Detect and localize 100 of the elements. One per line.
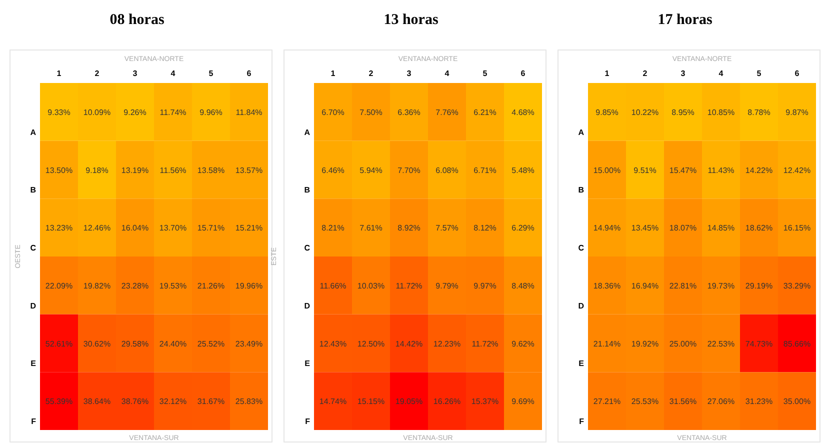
data-label: 29.58% bbox=[121, 339, 149, 348]
data-label: 85.66% bbox=[783, 339, 811, 348]
y-tick-label: D bbox=[304, 301, 310, 310]
data-label: 32.12% bbox=[159, 397, 187, 406]
data-label: 19.82% bbox=[83, 281, 111, 290]
data-label: 9.26% bbox=[124, 108, 146, 117]
y-tick-label: D bbox=[578, 301, 584, 310]
data-label: 14.94% bbox=[593, 224, 621, 233]
data-label: 8.48% bbox=[512, 281, 534, 290]
data-label: 16.04% bbox=[121, 224, 149, 233]
y-tick-label: E bbox=[30, 359, 37, 368]
data-label: 16.94% bbox=[631, 281, 659, 290]
data-label: 9.85% bbox=[596, 108, 618, 117]
x-tick-label: 1 bbox=[604, 69, 610, 78]
data-label: 27.21% bbox=[593, 397, 621, 406]
data-label: 8.21% bbox=[322, 224, 344, 233]
data-label: 6.46% bbox=[322, 166, 344, 175]
data-label: 11.72% bbox=[472, 339, 498, 348]
data-label: 15.37% bbox=[471, 397, 499, 406]
data-label: 52.61% bbox=[45, 339, 73, 348]
x-tick-label: 4 bbox=[444, 69, 450, 78]
x-tick-label: 2 bbox=[94, 69, 100, 78]
data-label: 13.58% bbox=[197, 166, 225, 175]
data-label: 55.39% bbox=[45, 397, 73, 406]
x-tick-label: 4 bbox=[718, 69, 724, 78]
data-label: 8.95% bbox=[672, 108, 694, 117]
data-label: 14.42% bbox=[395, 339, 423, 348]
data-label: 31.23% bbox=[745, 397, 773, 406]
y-tick-label: E bbox=[304, 359, 311, 368]
x-tick-label: 5 bbox=[482, 69, 488, 78]
data-label: 23.28% bbox=[121, 281, 149, 290]
data-label: 29.19% bbox=[745, 281, 773, 290]
data-label: 27.06% bbox=[707, 397, 735, 406]
data-label: 12.42% bbox=[783, 166, 811, 175]
data-label: 8.92% bbox=[398, 224, 420, 233]
y-tick-label: F bbox=[31, 417, 36, 426]
data-label: 12.50% bbox=[357, 339, 385, 348]
data-label: 13.50% bbox=[45, 166, 73, 175]
x-tick-label: 4 bbox=[170, 69, 176, 78]
data-label: 74.73% bbox=[745, 339, 773, 348]
y-tick-label: A bbox=[578, 128, 584, 137]
y-tick-label: C bbox=[30, 244, 36, 252]
x-tick-label: 6 bbox=[520, 69, 526, 78]
x-tick-label: 1 bbox=[56, 69, 62, 78]
data-label: 7.70% bbox=[398, 166, 420, 175]
data-label: 5.48% bbox=[512, 166, 534, 175]
data-label: 22.81% bbox=[669, 281, 697, 290]
data-label: 15.47% bbox=[669, 166, 697, 175]
x-tick-label: 6 bbox=[794, 69, 800, 78]
y-tick-label: A bbox=[304, 128, 310, 137]
data-label: 6.08% bbox=[436, 166, 458, 175]
data-label: 33.29% bbox=[783, 281, 811, 290]
data-label: 24.40% bbox=[159, 339, 187, 348]
data-label: 7.61% bbox=[360, 224, 382, 233]
data-label: 14.85% bbox=[707, 224, 735, 233]
data-label: 9.87% bbox=[786, 108, 808, 117]
data-label: 7.76% bbox=[436, 108, 458, 117]
data-label: 14.74% bbox=[319, 397, 347, 406]
data-label: 13.57% bbox=[235, 166, 263, 175]
data-label: 9.79% bbox=[436, 281, 458, 290]
chart-title: 17 horas bbox=[658, 12, 712, 28]
data-label: 19.96% bbox=[235, 281, 263, 290]
data-label: 21.14% bbox=[593, 339, 621, 348]
data-label: 12.46% bbox=[83, 224, 111, 233]
x-tick-label: 6 bbox=[246, 69, 252, 78]
data-label: 13.45% bbox=[631, 224, 659, 233]
data-label: 19.05% bbox=[395, 397, 423, 406]
y-tick-label: A bbox=[30, 128, 36, 137]
data-label: 22.09% bbox=[45, 281, 73, 290]
data-label: 38.64% bbox=[83, 397, 111, 406]
data-label: 15.15% bbox=[357, 397, 385, 406]
data-label: 11.43% bbox=[708, 166, 734, 175]
data-label: 25.83% bbox=[235, 397, 263, 406]
y-tick-label: E bbox=[578, 359, 585, 368]
x-tick-label: 3 bbox=[680, 69, 686, 78]
data-label: 9.97% bbox=[474, 281, 496, 290]
data-label: 12.43% bbox=[319, 339, 347, 348]
data-label: 8.78% bbox=[748, 108, 770, 117]
data-label: 14.22% bbox=[745, 166, 773, 175]
data-label: 31.56% bbox=[669, 397, 697, 406]
data-label: 13.70% bbox=[159, 224, 187, 233]
data-label: 30.62% bbox=[83, 339, 111, 348]
data-label: 18.36% bbox=[593, 281, 621, 290]
data-label: 9.96% bbox=[200, 108, 222, 117]
data-label: 15.21% bbox=[235, 224, 263, 233]
data-label: 6.29% bbox=[512, 224, 534, 233]
x-tick-label: 2 bbox=[368, 69, 374, 78]
data-label: 19.53% bbox=[159, 281, 187, 290]
data-label: 13.23% bbox=[45, 224, 73, 233]
data-label: 25.00% bbox=[669, 339, 697, 348]
data-label: 6.70% bbox=[322, 108, 344, 117]
data-label: 9.18% bbox=[86, 166, 108, 175]
y-tick-label: D bbox=[30, 301, 36, 310]
data-label: 16.26% bbox=[433, 397, 461, 406]
data-label: 23.49% bbox=[235, 339, 263, 348]
data-label: 11.72% bbox=[396, 281, 422, 290]
data-label: 4.68% bbox=[512, 108, 534, 117]
data-label: 9.62% bbox=[512, 339, 534, 348]
data-label: 10.03% bbox=[357, 281, 385, 290]
x-tick-label: 1 bbox=[330, 69, 336, 78]
